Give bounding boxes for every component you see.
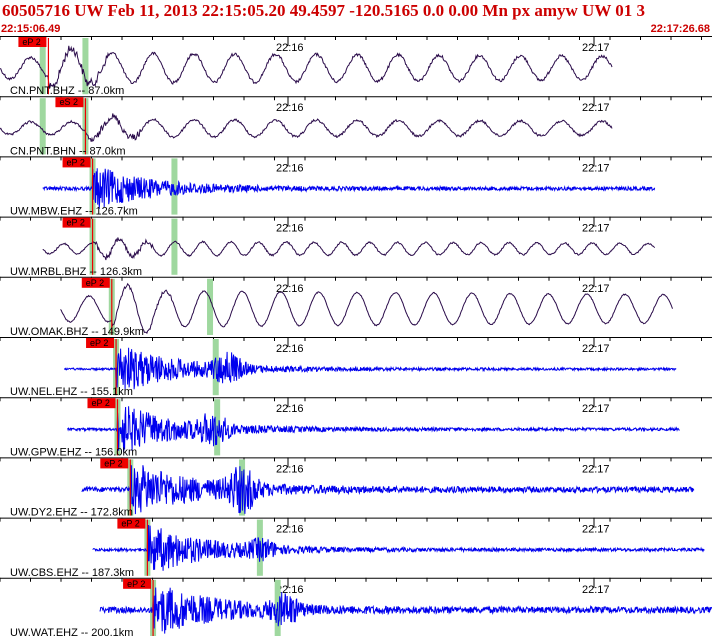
minute-label: 22:16 [276,162,304,174]
phase-marker [207,278,214,335]
minute-label: 22:16 [276,463,304,475]
station-label: CN.PNT.BHZ -- 87.0km [10,85,124,97]
trace-panel: 22:16 22:17 eP 2 UW.MBW.EHZ -- 126.7km [0,156,712,218]
pick-box [62,157,91,168]
pick-label: eP 2 [67,218,85,228]
phase-marker [171,158,178,215]
event-title: 60505716 UW Feb 11, 2013 22:15:05.20 49.… [2,1,646,20]
phase-marker [82,38,89,95]
minute-label: 22:17 [582,343,610,355]
minute-label: 22:17 [582,42,610,54]
waveform [92,524,705,571]
pick-label: eP 2 [121,519,139,529]
pick-box [81,277,110,288]
trace-panel: 22:16 22:17 eP 2 UW.OMAK.BHZ -- 149.9km [0,276,712,338]
station-label: UW.MRBL.BHZ -- 126.3km [10,266,142,278]
pick-label: eS 2 [59,97,78,107]
minute-label: 22:17 [582,102,610,114]
minute-label: 22:17 [582,463,610,475]
phase-marker [39,38,46,95]
station-label: UW.GPW.EHZ -- 156.0km [10,446,137,458]
station-label: UW.DY2.EHZ -- 172.8km [10,507,133,519]
minute-label: 22:16 [276,584,304,596]
minute-label: 22:17 [582,283,610,295]
minute-label: 22:16 [276,42,304,54]
trace-panel: 22:16 22:17 eP 2 UW.CBS.EHZ -- 187.3km [0,517,712,579]
start-time: 22:15:06.49 [1,23,61,35]
pick-box [62,217,91,228]
pick-box [117,518,146,529]
trace-panel: 22:16 22:17 eP 2 CN.PNT.BHZ -- 87.0km [0,36,712,97]
minute-label: 22:17 [582,403,610,415]
minute-label: 22:17 [582,524,610,536]
waveform [81,464,695,515]
trace-panel: 22:16 22:17 eS 2 CN.PNT.BHN -- 87.0km [0,96,712,157]
station-label: UW.WAT.EHZ -- 200.1km [10,627,133,638]
waveform [67,406,680,452]
pick-label: eP 2 [104,458,122,468]
station-label: CN.PNT.BHN -- 87.0km [10,145,126,157]
trace-panel: 22:16 22:17 eP 2 UW.NEL.EHZ -- 155.1km [0,337,712,398]
waveform [42,168,656,210]
pick-label: eP 2 [91,398,109,408]
pick-label: eP 2 [90,338,108,348]
pick-box [18,37,47,47]
station-label: UW.NEL.EHZ -- 155.1km [10,386,133,398]
pick-label: eP 2 [86,278,104,288]
pick-label: eP 2 [67,157,85,167]
trace-panel: 22:16 22:17 eP 2 UW.DY2.EHZ -- 172.8km [0,457,712,519]
waveform [42,237,656,261]
trace-panel: 22:16 22:17 eP 2 UW.GPW.EHZ -- 156.0km [0,397,712,458]
trace-panel: 22:16 22:17 eP 2 UW.MRBL.BHZ -- 126.3km [0,216,712,278]
waveform [0,113,613,143]
waveform [60,282,673,335]
waveform [99,587,712,634]
pick-box [86,338,115,348]
minute-label: 22:17 [582,584,610,596]
minute-label: 22:17 [582,223,610,235]
phase-marker [171,218,178,275]
minute-label: 22:16 [276,524,304,536]
minute-label: 22:16 [276,223,304,235]
pick-box [123,578,152,589]
pick-box [55,97,84,108]
minute-label: 22:16 [276,102,304,114]
station-label: UW.CBS.EHZ -- 187.3km [10,567,134,579]
waveform [0,45,613,89]
station-label: UW.MBW.EHZ -- 126.7km [10,206,138,218]
end-time: 22:17:26.68 [650,23,710,35]
minute-label: 22:16 [276,403,304,415]
pick-box [100,458,129,469]
minute-label: 22:16 [276,283,304,295]
pick-label: eP 2 [22,37,40,47]
pick-label: eP 2 [127,579,145,589]
trace-panel: 22:16 22:17 eP 2 UW.WAT.EHZ -- 200.1km [0,577,712,638]
minute-label: 22:17 [582,162,610,174]
waveform [63,347,677,390]
minute-label: 22:16 [276,343,304,355]
station-label: UW.OMAK.BHZ -- 149.9km [10,326,144,338]
pick-box [87,398,116,409]
header: 60505716 UW Feb 11, 2013 22:15:05.20 49.… [0,0,712,36]
phase-marker [39,98,46,155]
